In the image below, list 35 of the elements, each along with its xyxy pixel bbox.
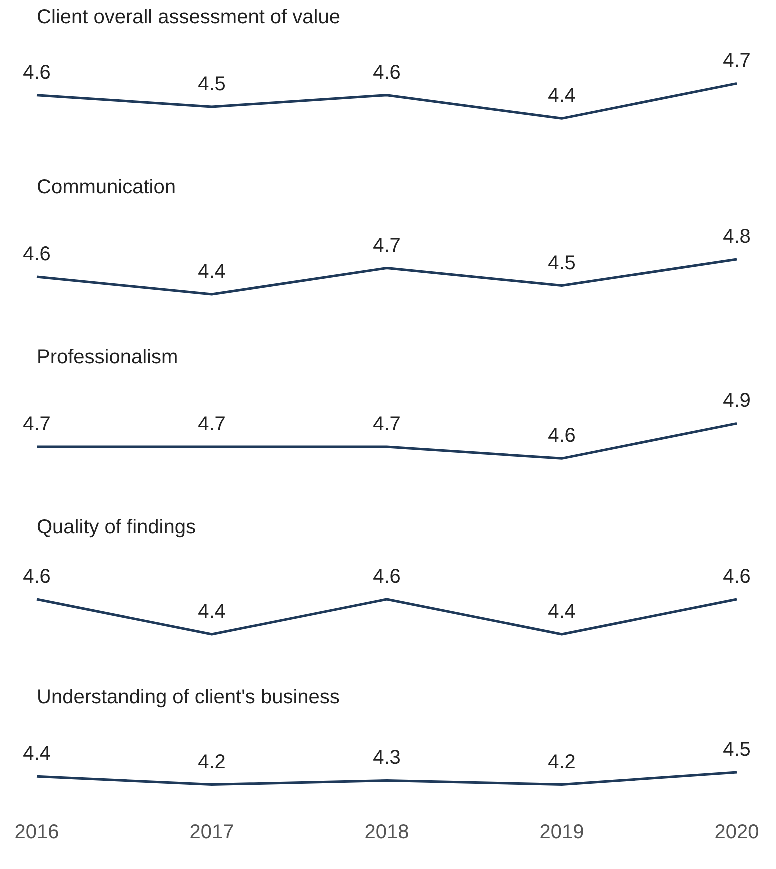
x-tick-label: 2020: [714, 822, 760, 844]
data-label: 4.7: [373, 414, 401, 436]
data-label: 4.3: [373, 747, 401, 770]
data-label: 4.4: [548, 601, 576, 624]
data-label: 4.2: [548, 751, 576, 774]
chart-title: Client overall assessment of value: [37, 6, 340, 29]
data-label: 4.6: [723, 566, 751, 588]
data-label: 4.6: [23, 566, 51, 588]
data-label: 4.5: [548, 252, 576, 274]
data-label: 4.5: [723, 739, 751, 762]
data-label: 4.6: [373, 566, 401, 588]
data-label: 4.4: [23, 743, 51, 766]
data-label: 4.6: [23, 244, 51, 266]
data-label: 4.6: [373, 62, 401, 84]
chart-title: Understanding of client's business: [37, 686, 340, 709]
chart-title: Communication: [37, 176, 176, 199]
chart-title: Quality of findings: [37, 516, 196, 539]
x-tick-label: 2016: [14, 822, 60, 844]
data-label: 4.7: [723, 50, 751, 72]
x-tick-label: 2017: [190, 822, 234, 844]
data-label: 4.4: [548, 85, 576, 108]
chart-title: Professionalism: [37, 346, 178, 369]
data-label: 4.6: [548, 425, 576, 448]
data-label: 4.7: [198, 414, 226, 436]
data-label: 4.9: [723, 390, 751, 412]
data-label: 4.6: [23, 62, 51, 84]
data-label: 4.7: [23, 414, 51, 436]
x-tick-label: 2019: [540, 822, 584, 844]
data-label: 4.7: [373, 234, 401, 257]
data-label: 4.5: [198, 74, 226, 96]
data-label: 4.4: [198, 601, 226, 624]
data-label: 4.2: [198, 751, 226, 774]
data-label: 4.8: [723, 226, 751, 248]
x-tick-label: 2018: [364, 822, 410, 844]
data-label: 4.4: [198, 261, 226, 284]
